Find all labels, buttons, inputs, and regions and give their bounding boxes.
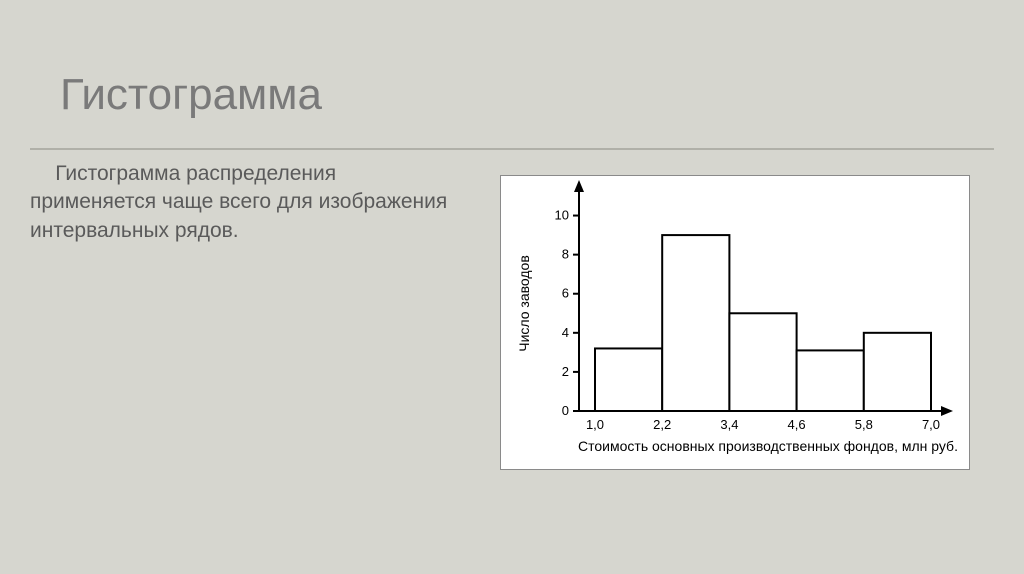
histogram-bar <box>797 350 864 411</box>
x-tick-label: 4,6 <box>788 417 806 432</box>
histogram-bar <box>729 313 796 411</box>
x-tick-label: 1,0 <box>586 417 604 432</box>
body-text: Гистограмма распределения применяется ча… <box>30 160 460 245</box>
histogram-bar <box>864 333 931 411</box>
chart-svg: 0 2 4 6 8 10 1,0 2,2 3,4 4,6 5,8 7,0 Стоимость основ… <box>501 176 969 469</box>
y-tick-label: 4 <box>562 325 569 340</box>
x-tick-label: 5,8 <box>855 417 873 432</box>
y-tick-label: 8 <box>562 247 569 262</box>
slide: Гистограмма Гистограмма распределения пр… <box>0 0 1024 574</box>
x-axis-label: Стоимость основных производственных фонд… <box>578 438 958 454</box>
title-underline <box>30 148 994 150</box>
x-tick-label: 3,4 <box>720 417 738 432</box>
y-tick-label: 10 <box>555 208 569 223</box>
histogram-bar <box>662 235 729 411</box>
slide-title: Гистограмма <box>60 70 322 120</box>
y-tick-label: 6 <box>562 286 569 301</box>
y-axis-label: Число заводов <box>516 255 532 352</box>
y-tick-label: 2 <box>562 364 569 379</box>
x-tick-label: 7,0 <box>922 417 940 432</box>
y-tick-label: 0 <box>562 403 569 418</box>
histogram-chart: 0 2 4 6 8 10 1,0 2,2 3,4 4,6 5,8 7,0 Стоимость основ… <box>500 175 970 470</box>
x-tick-label: 2,2 <box>653 417 671 432</box>
histogram-bar <box>595 348 662 411</box>
